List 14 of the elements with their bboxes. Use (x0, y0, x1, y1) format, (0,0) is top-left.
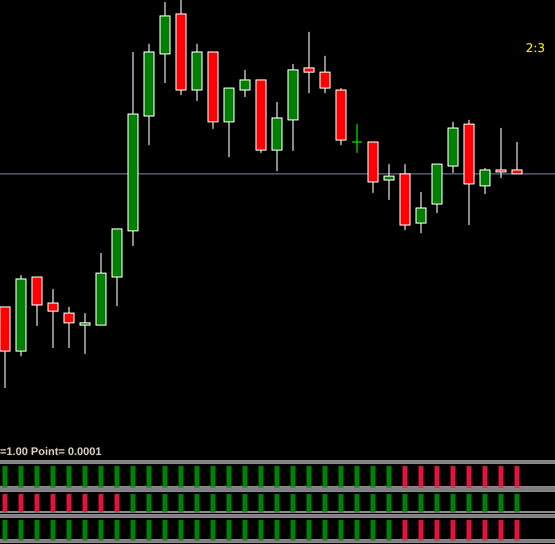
candlestick (320, 55, 330, 94)
candlestick (496, 128, 506, 179)
candlestick (64, 306, 74, 349)
candlestick (416, 192, 426, 234)
candlestick (480, 168, 490, 194)
text: =1.00 Point= 0.0001 (0, 446, 102, 458)
text: 2:3 (526, 41, 545, 55)
candlestick (512, 142, 522, 174)
candlestick (240, 69, 250, 98)
candlestick (304, 31, 314, 94)
candlestick (80, 312, 90, 354)
candlestick (384, 164, 394, 200)
candlestick (352, 124, 362, 154)
candlestick (48, 288, 58, 349)
